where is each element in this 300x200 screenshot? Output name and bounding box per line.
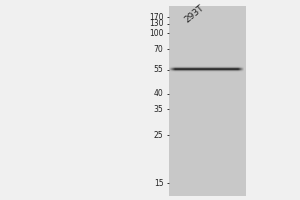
Text: 40: 40 bbox=[154, 90, 164, 98]
Text: 170: 170 bbox=[149, 12, 164, 21]
Text: 130: 130 bbox=[149, 20, 164, 28]
Text: 15: 15 bbox=[154, 178, 164, 188]
Text: 100: 100 bbox=[149, 28, 164, 38]
Text: 293T: 293T bbox=[183, 3, 206, 24]
Bar bbox=[169, 6, 246, 196]
Text: 25: 25 bbox=[154, 130, 164, 140]
Text: 70: 70 bbox=[154, 45, 164, 53]
Text: 55: 55 bbox=[154, 66, 164, 74]
Text: 35: 35 bbox=[154, 104, 164, 114]
